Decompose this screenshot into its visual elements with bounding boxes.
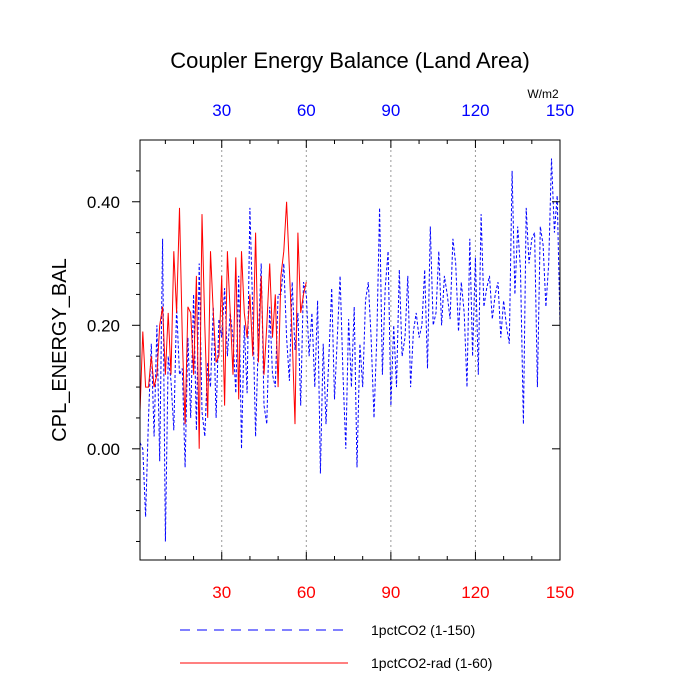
legend-label-2: 1pctCO2-rad (1-60) (371, 655, 492, 671)
x-tick-label-top: 90 (381, 101, 400, 120)
x-tick-label-bottom: 150 (546, 583, 574, 602)
y-axis-label: CPL_ENERGY_BAL (49, 258, 71, 441)
legend: 1pctCO2 (1-150) 1pctCO2-rad (1-60) (180, 622, 492, 671)
y-tick-label: 0.40 (87, 193, 120, 212)
x-tick-label-top: 150 (546, 101, 574, 120)
x-tick-label-top: 60 (297, 101, 316, 120)
series-line-1 (139, 158, 561, 542)
legend-label-1: 1pctCO2 (1-150) (371, 622, 475, 638)
chart-title: Coupler Energy Balance (Land Area) (170, 48, 530, 73)
x-tick-label-top: 30 (212, 101, 231, 120)
axis-ticks: 30 30 60 60 90 90 120 120 150 150 0.00 0.20 0.40 (87, 101, 574, 602)
x-tick-label-bottom: 90 (381, 583, 400, 602)
y-tick-label: 0.20 (87, 316, 120, 335)
x-tick-label-top: 120 (461, 101, 489, 120)
top-axis-units-label: W/m2 (527, 87, 559, 101)
x-tick-label-bottom: 30 (212, 583, 231, 602)
plot-frame (139, 139, 561, 561)
x-tick-label-bottom: 120 (461, 583, 489, 602)
x-tick-label-bottom: 60 (297, 583, 316, 602)
series-layer (139, 158, 561, 542)
series-line-2 (139, 201, 307, 449)
grid-lines (221, 140, 476, 560)
y-tick-label: 0.00 (87, 440, 120, 459)
